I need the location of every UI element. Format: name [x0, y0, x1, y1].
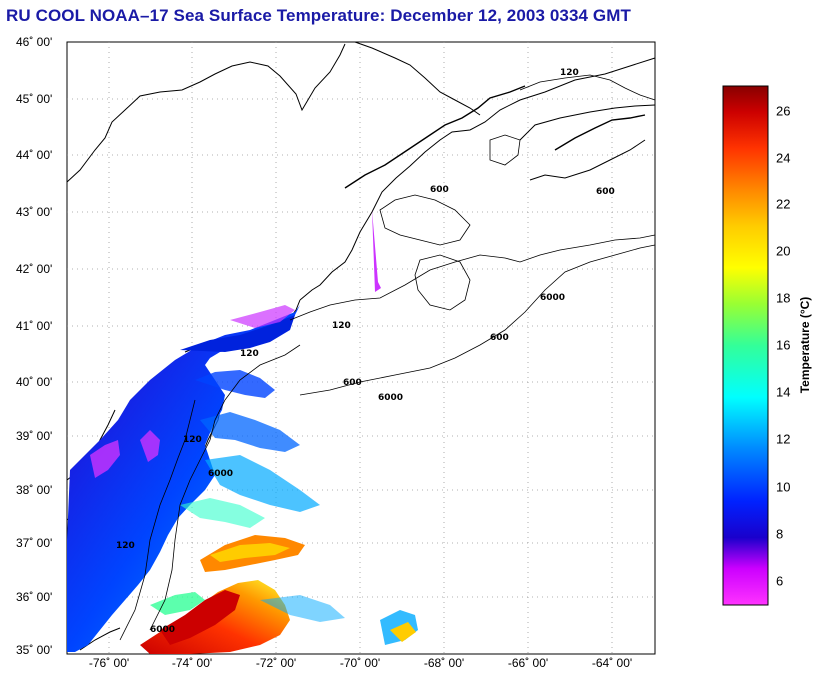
map-frame	[66, 41, 656, 655]
isobath-label: 600	[343, 378, 362, 388]
colorbar-tick: 20	[776, 243, 791, 259]
isobath-label: 120	[116, 541, 135, 551]
colorbar-tick: 12	[776, 431, 791, 447]
sst-gulf-stream	[140, 210, 418, 654]
isobath-label: 120	[183, 435, 202, 445]
lat-label: 37˚ 00'	[16, 536, 53, 550]
lon-label: -74˚ 00'	[171, 656, 213, 670]
colorbar-tick: 18	[776, 290, 791, 306]
lat-label: 35˚ 00'	[16, 643, 53, 657]
isobath-label: 6000	[540, 293, 565, 303]
lat-label: 44˚ 00'	[16, 148, 53, 162]
lat-label: 45˚ 00'	[16, 92, 53, 106]
colorbar-tick: 14	[776, 384, 791, 400]
isobath-label: 600	[490, 333, 509, 343]
lat-label: 41˚ 00'	[16, 319, 53, 333]
isobath-label: 6000	[150, 625, 175, 635]
lon-label: -66˚ 00'	[507, 656, 549, 670]
lat-label: 46˚ 00'	[16, 35, 53, 49]
colorbar-tick: 22	[776, 196, 791, 212]
isobath-label: 6000	[208, 469, 233, 479]
colorbar-tick: 16	[776, 337, 791, 353]
lat-label: 43˚ 00'	[16, 205, 53, 219]
lat-label: 42˚ 00'	[16, 262, 53, 276]
colorbar-tick: 6	[776, 573, 784, 589]
colorbar-label: Temperature (°C)	[798, 296, 812, 394]
isobath-labels: 120 600 600 6000 600 6000 600 120 120 12…	[116, 68, 615, 635]
isobath-label: 120	[560, 68, 579, 78]
colorbar-tick: 10	[776, 479, 791, 495]
colorbar	[722, 85, 769, 606]
isobath-label: 120	[332, 321, 351, 331]
isobath-label: 600	[430, 185, 449, 195]
colorbar-tick: 8	[776, 526, 784, 542]
colorbar-tick: 26	[776, 103, 791, 119]
lat-label: 36˚ 00'	[16, 590, 53, 604]
lat-label: 39˚ 00'	[16, 429, 53, 443]
landmass-outline	[344, 85, 646, 189]
map-title: RU COOL NOAA–17 Sea Surface Temperature:…	[6, 6, 631, 25]
isobath-label: 6000	[378, 393, 403, 403]
isobaths	[119, 74, 656, 641]
isobath-label: 600	[596, 187, 615, 197]
lon-label: -68˚ 00'	[423, 656, 465, 670]
lon-label: -70˚ 00'	[339, 656, 381, 670]
lon-label: -76˚ 00'	[88, 656, 130, 670]
sst-cool-water	[67, 305, 320, 652]
lat-label: 40˚ 00'	[16, 375, 53, 389]
isobath-label: 120	[240, 349, 259, 359]
lon-label: -72˚ 00'	[255, 656, 297, 670]
colorbar-tick: 24	[776, 150, 791, 166]
lat-label: 38˚ 00'	[16, 483, 53, 497]
lon-label: -64˚ 00'	[591, 656, 633, 670]
